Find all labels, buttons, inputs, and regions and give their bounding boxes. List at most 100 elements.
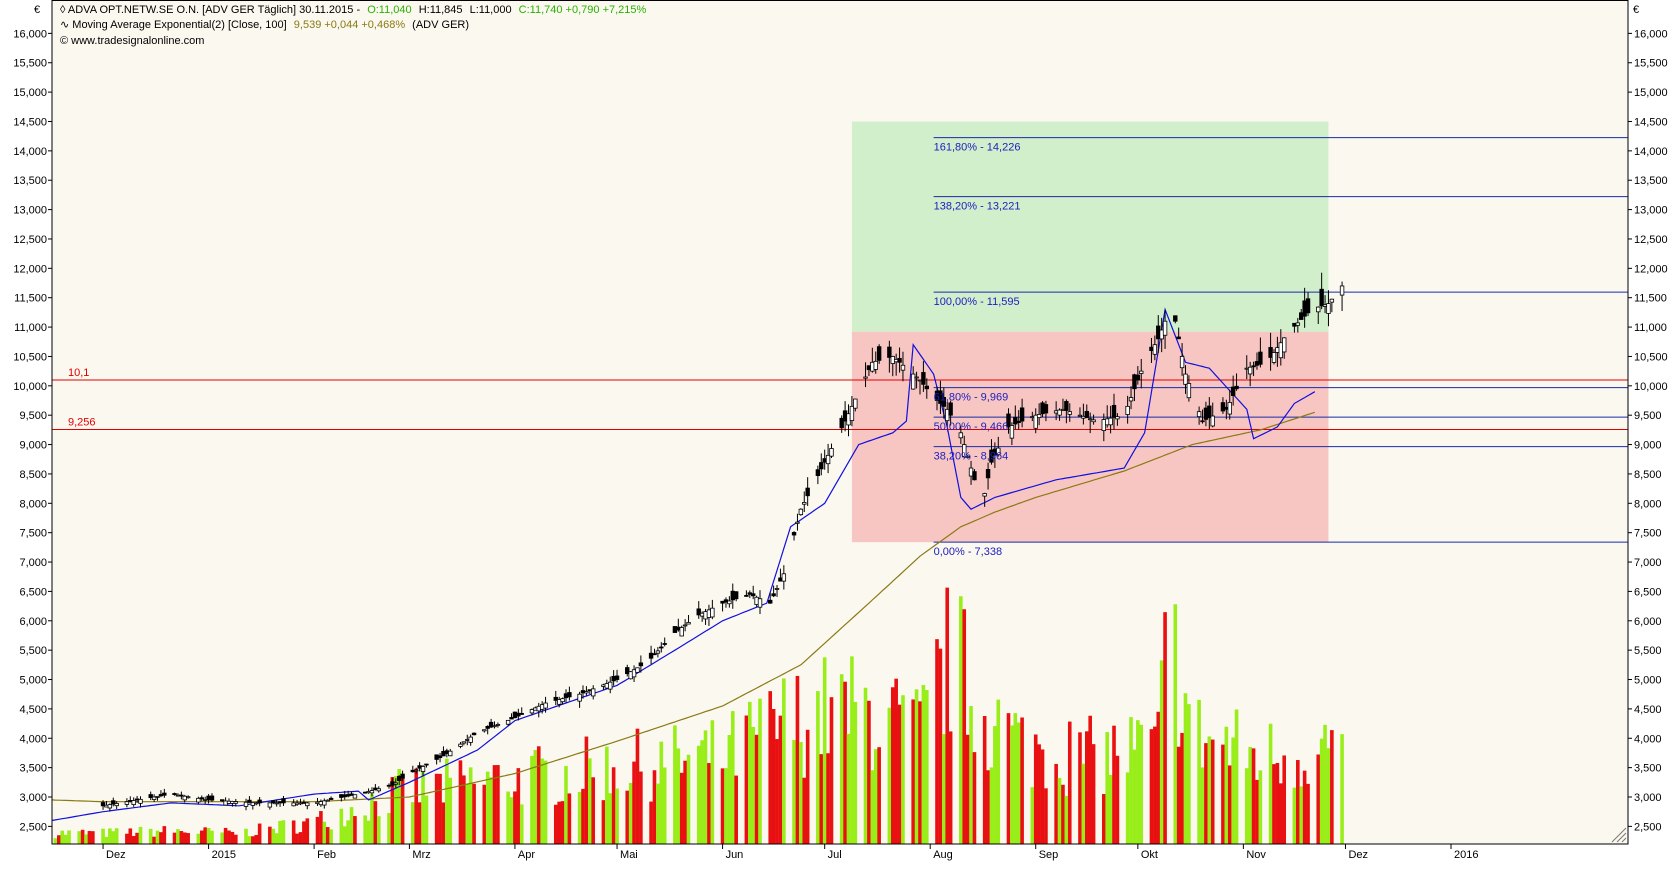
volume-bar <box>553 804 558 844</box>
volume-bar <box>373 801 378 844</box>
candle-body <box>1139 370 1144 374</box>
candle-body <box>138 798 143 804</box>
candle-body <box>1087 418 1093 421</box>
volume-bar <box>611 767 616 844</box>
y-tick-label-right: 8,000 <box>1634 498 1662 510</box>
y-tick-label-left: 12,500 <box>13 234 47 246</box>
volume-bar <box>982 715 987 844</box>
volume-bar <box>1091 744 1096 844</box>
y-tick-label-right: 4,500 <box>1634 704 1662 716</box>
candlestick <box>972 469 977 481</box>
volume-bar <box>816 691 820 844</box>
volume-bar <box>492 765 497 844</box>
volume-bar <box>972 752 977 844</box>
candle-body <box>1016 420 1021 423</box>
volume-bar <box>196 833 201 844</box>
candle-body <box>1135 374 1141 381</box>
candlestick <box>233 798 239 807</box>
candle-body <box>771 593 776 597</box>
open-value: O:11,040 <box>367 4 411 16</box>
candle-body <box>471 732 477 736</box>
candle-body <box>996 447 1001 456</box>
y-tick-label-left: 5,000 <box>19 675 47 687</box>
currency-right: € <box>1633 4 1639 16</box>
volume-bar <box>462 775 466 844</box>
volume-bar <box>182 832 187 844</box>
volume-bar <box>393 775 398 844</box>
resize-grip-icon[interactable] <box>1611 827 1627 843</box>
volume-bar <box>615 788 619 844</box>
volume-bar <box>986 770 990 844</box>
candle-body <box>560 698 565 703</box>
volume-bar <box>131 836 136 844</box>
volume-bar <box>370 794 374 844</box>
y-tick-label-right: 12,500 <box>1634 234 1668 246</box>
candlestick <box>560 697 565 705</box>
candlestick <box>825 443 831 474</box>
volume-bar <box>924 690 929 844</box>
volume-bar <box>942 734 946 844</box>
volume-bar <box>1279 783 1283 844</box>
x-tick-label: Nov <box>1246 849 1266 861</box>
candlestick <box>652 648 657 656</box>
y-tick-label-right: 10,000 <box>1634 381 1668 393</box>
candle-body <box>900 364 906 371</box>
currency-left: € <box>34 4 40 16</box>
candle-body <box>1305 298 1311 314</box>
volume-bar <box>468 767 473 844</box>
candlestick <box>941 387 947 419</box>
candlestick <box>1305 292 1311 317</box>
candlestick <box>614 669 620 683</box>
candle-body <box>1316 306 1321 313</box>
candle-body <box>1339 285 1345 296</box>
candlestick <box>751 585 756 600</box>
candle-body <box>400 773 405 779</box>
y-tick-label-left: 4,500 <box>19 704 47 716</box>
candlestick <box>768 592 773 604</box>
indicator-label: Moving Average Exponential(2) [Close, 10… <box>72 19 286 31</box>
volume-bar <box>707 763 711 844</box>
candle-body <box>1210 415 1215 427</box>
candlestick <box>1067 403 1072 422</box>
volume-bar <box>1231 737 1235 844</box>
y-tick-label-right: 12,000 <box>1634 263 1668 275</box>
candle-body <box>662 643 667 645</box>
candle-body <box>1006 413 1011 428</box>
candlestick <box>1319 272 1324 310</box>
candlestick <box>1251 361 1256 377</box>
volume-bar <box>186 833 190 844</box>
candlestick <box>322 798 327 809</box>
candlestick <box>219 799 225 803</box>
y-tick-label-right: 7,500 <box>1634 528 1662 540</box>
volume-bar <box>1044 788 1048 844</box>
candle-body <box>733 591 739 600</box>
volume-bar <box>1330 730 1334 844</box>
volume-bar <box>1081 763 1086 844</box>
candle-body <box>1319 288 1324 307</box>
candle-body <box>805 487 810 497</box>
volume-bar <box>257 823 262 844</box>
fib-level-label: 61,80% - 9,969 <box>934 392 1009 404</box>
candlestick <box>1108 405 1113 434</box>
y-tick-label-left: 8,000 <box>19 498 47 510</box>
candle-body <box>271 800 276 804</box>
y-tick-label-right: 4,000 <box>1634 733 1662 745</box>
candlestick <box>495 722 501 728</box>
x-tick-label: Okt <box>1141 849 1158 861</box>
candle-body <box>887 346 892 358</box>
right-axis-panel <box>1628 0 1678 864</box>
candlestick <box>631 665 637 682</box>
candle-body <box>751 593 756 597</box>
candlestick <box>924 378 929 399</box>
y-tick-label-right: 13,500 <box>1634 175 1668 187</box>
volume-bar <box>867 700 871 844</box>
volume-bar <box>1251 748 1256 844</box>
volume-bar <box>799 741 803 844</box>
volume-bar <box>1057 777 1062 844</box>
volume-bar <box>220 832 224 844</box>
volume-bar <box>458 760 463 844</box>
candlestick <box>1111 393 1117 430</box>
volume-bar <box>1221 744 1225 844</box>
candlestick <box>1329 298 1335 313</box>
